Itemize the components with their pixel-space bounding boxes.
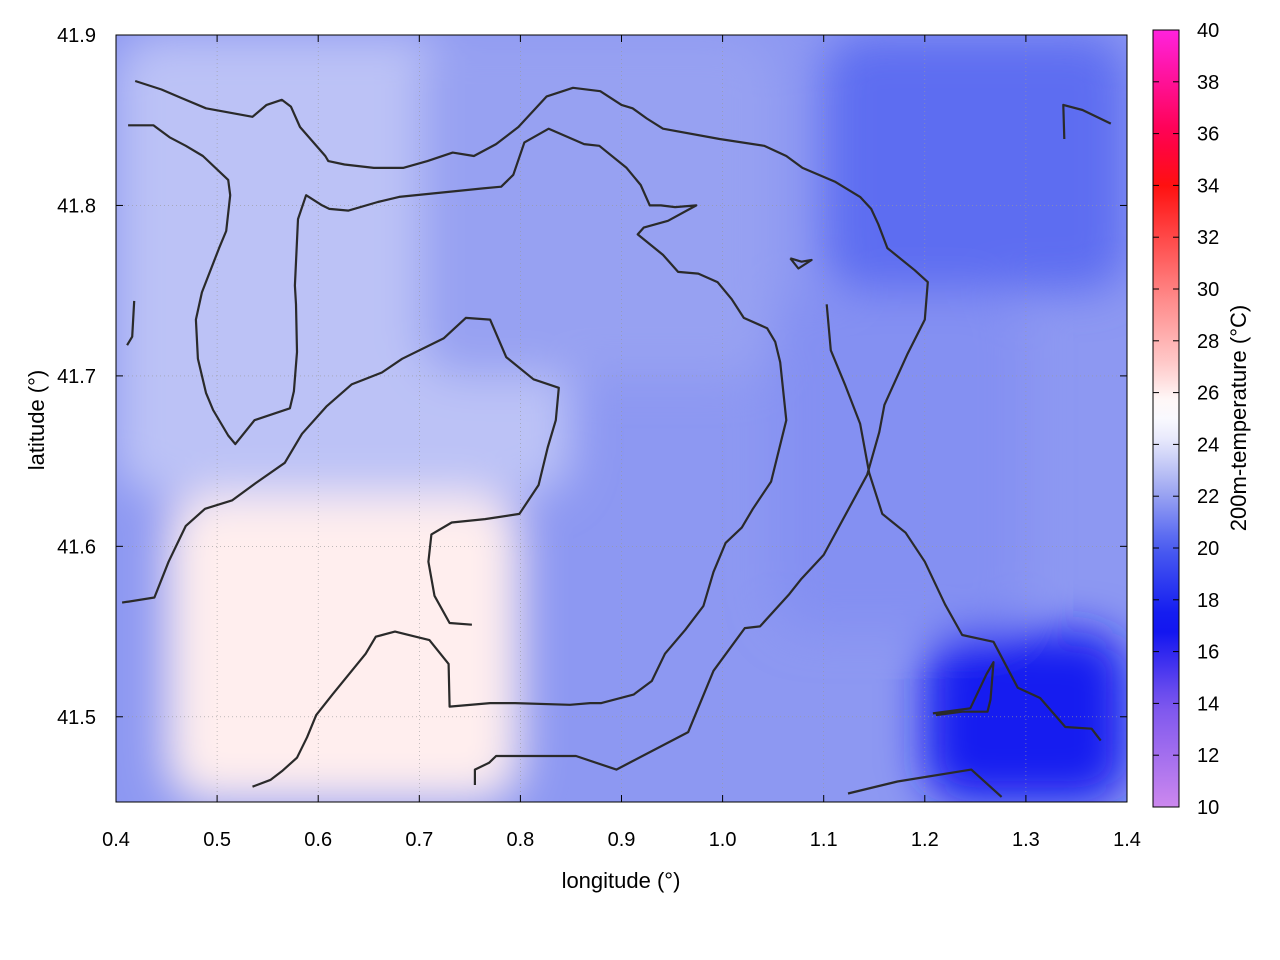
colorbar-tick-label: 32 [1197,227,1219,249]
colorbar-title: 200m-temperature (°C) [1226,305,1251,531]
contour-line [825,304,1102,742]
x-tick-label: 0.4 [102,829,130,851]
x-tick-label: 1.2 [911,829,939,851]
contour-line [1062,103,1112,140]
colorbar-tick-label: 12 [1197,745,1219,767]
colorbar-tick-label: 16 [1197,642,1219,664]
x-tick-label: 0.8 [506,829,534,851]
y-tick-label: 41.9 [57,25,96,47]
colorbar-tick-label: 30 [1197,279,1219,301]
colorbar-tick-label: 38 [1197,72,1219,94]
colorbar-tick-label: 22 [1197,486,1219,508]
y-axis-title: latitude (°) [24,370,49,471]
heatmap-field [116,35,1127,802]
colorbar-tick-label: 18 [1197,590,1219,612]
contour-line [121,316,560,626]
contour-line [128,124,788,788]
contour-line [932,661,995,717]
colorbar-tick-label: 20 [1197,538,1219,560]
contour-line [847,768,1003,798]
contour-line [134,79,929,785]
heatmap-region [924,631,1127,802]
heatmap-region [823,35,1127,291]
x-tick-label: 1.0 [709,829,737,851]
y-tick-label: 41.6 [57,536,96,558]
heatmap-region [166,495,521,802]
y-tick-label: 41.7 [57,366,96,388]
heatmap-region [773,290,1026,632]
heatmap-regions [116,35,1127,802]
y-tick-label: 41.5 [57,707,96,729]
contour-line [126,300,136,346]
x-tick-label: 1.1 [810,829,838,851]
x-tick-label: 0.9 [608,829,636,851]
contour-line [789,257,813,270]
x-tick-label: 0.6 [304,829,332,851]
x-tick-label: 1.3 [1012,829,1040,851]
axis-ticks: 0.4 0.5 0.6 0.7 0.8 0.9 1.0 1.1 1.2 1.3 1.4 41.5 41.… [57,25,1141,851]
colorbar-tick-label: 40 [1197,20,1219,42]
colorbar [1152,29,1180,808]
colorbar-tick-label: 14 [1197,693,1219,715]
x-tick-label: 0.7 [405,829,433,851]
colorbar-tick-label: 36 [1197,124,1219,146]
colorbar-tick-label: 26 [1197,383,1219,405]
contour-lines [121,79,1112,798]
x-axis-title: longitude (°) [562,868,681,893]
colorbar-tick-label: 24 [1197,434,1219,456]
colorbar-tick-label: 34 [1197,175,1219,197]
colorbar-tick-label: 28 [1197,331,1219,353]
y-tick-label: 41.8 [57,195,96,217]
x-tick-label: 0.5 [203,829,231,851]
colorbar-ticks: 10 12 14 16 18 20 22 24 26 28 30 32 34 36 38 40 [1153,20,1219,819]
colorbar-tick-label: 10 [1197,797,1219,819]
x-tick-label: 1.4 [1113,829,1141,851]
